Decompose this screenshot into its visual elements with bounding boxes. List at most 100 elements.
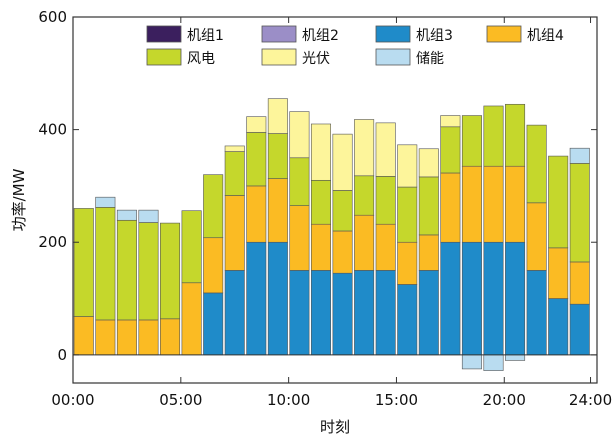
x-tick-label: 05:00 [159,391,202,409]
bar-风电-9 [246,132,267,187]
bars-layer [73,98,590,371]
bar-机组3-18 [440,241,461,356]
bar-风电-12 [310,179,331,225]
bar-机组3-14 [354,270,375,356]
legend-label: 储能 [416,51,444,67]
bar-机组4-10 [267,178,288,243]
bar-光伏-8 [224,145,245,152]
legend-swatch [261,48,297,66]
y-tick-label: 0 [57,346,67,364]
bar-储能-20 [483,354,504,371]
x-tick-label: 24:00 [569,391,612,409]
y-axis-title: 功率/MW [10,168,28,231]
bar-机组4-24 [569,261,590,305]
bar-机组3-24 [569,303,590,356]
bar-光伏-14 [354,119,375,177]
bar-风电-16 [397,186,418,243]
bar-机组4-6 [181,282,202,356]
x-axis-title: 时刻 [320,418,350,436]
bar-机组3-10 [267,241,288,356]
bar-机组4-2 [95,319,116,356]
bar-光伏-15 [375,122,396,177]
bar-机组4-7 [203,237,224,294]
bar-光伏-18 [440,115,461,128]
bar-风电-8 [224,151,245,196]
legend-label: 机组3 [416,28,453,44]
bar-储能-2 [95,196,116,208]
bar-光伏-11 [289,111,310,159]
bar-风电-1 [73,208,94,317]
legend-label: 机组1 [187,28,224,44]
bar-光伏-10 [267,98,288,134]
bar-机组4-11 [289,205,310,271]
bar-风电-4 [138,222,159,321]
bar-机组4-23 [548,247,569,299]
bar-光伏-13 [332,133,353,191]
legend-swatch [486,25,522,43]
legend-label: 风电 [187,51,215,67]
bar-风电-24 [569,163,590,263]
bar-机组3-22 [526,270,547,356]
bar-光伏-9 [246,116,267,133]
y-tick-label: 400 [38,121,67,139]
bar-储能-19 [461,354,482,370]
y-tick-label: 600 [38,8,67,26]
bar-风电-14 [354,175,375,216]
bar-风电-20 [483,105,504,167]
bar-风电-23 [548,155,569,249]
bar-机组4-4 [138,319,159,356]
y-axis: 0 200 400 600 [38,8,597,364]
bar-光伏-16 [397,144,418,188]
bar-光伏-17 [418,148,439,178]
bar-机组4-14 [354,214,375,271]
x-tick-label: 15:00 [375,391,418,409]
bar-机组4-22 [526,202,547,271]
bar-机组3-19 [461,241,482,356]
bar-机组4-15 [375,223,396,271]
bar-机组4-1 [73,316,94,356]
bar-机组4-18 [440,172,461,243]
bar-光伏-12 [310,123,331,181]
bar-机组4-21 [505,165,526,243]
bar-风电-6 [181,210,202,284]
bar-机组3-13 [332,272,353,356]
bar-机组3-21 [505,241,526,356]
plot-frame [72,16,598,384]
bar-机组3-20 [483,241,504,356]
bar-风电-22 [526,124,547,204]
bar-机组3-9 [246,241,267,356]
bar-储能-4 [138,209,159,223]
bar-风电-2 [95,207,116,321]
bar-风电-7 [203,174,224,239]
legend-swatch [375,48,411,66]
bar-机组4-13 [332,230,353,274]
x-tick-label: 10:00 [267,391,310,409]
bar-风电-21 [505,103,526,167]
bar-机组3-16 [397,284,418,356]
x-axis: 00:00 05:00 10:00 15:00 20:00 24:00 [51,17,612,409]
legend: 机组1 机组2 机组3 机组4 风电 光伏 储能 [146,25,564,67]
bar-机组3-8 [224,270,245,356]
bar-机组3-17 [418,270,439,356]
legend-swatch [261,25,297,43]
bar-机组4-8 [224,195,245,271]
bar-储能-24 [569,147,590,164]
x-tick-label: 20:00 [483,391,526,409]
bar-机组4-3 [116,319,137,356]
x-tick-label: 00:00 [51,391,94,409]
bar-机组4-9 [246,185,267,243]
bar-机组4-19 [461,165,482,243]
bar-风电-3 [116,219,137,321]
bar-储能-21 [505,354,526,361]
bar-风电-18 [440,126,461,174]
bar-机组3-11 [289,270,310,356]
bar-机组3-15 [375,270,396,356]
bar-机组3-7 [203,292,224,356]
bar-风电-10 [267,133,288,179]
bar-机组4-20 [483,165,504,243]
bar-机组4-12 [310,223,331,271]
bar-风电-17 [418,176,439,236]
legend-label: 光伏 [302,51,330,67]
bar-机组3-12 [310,270,331,356]
